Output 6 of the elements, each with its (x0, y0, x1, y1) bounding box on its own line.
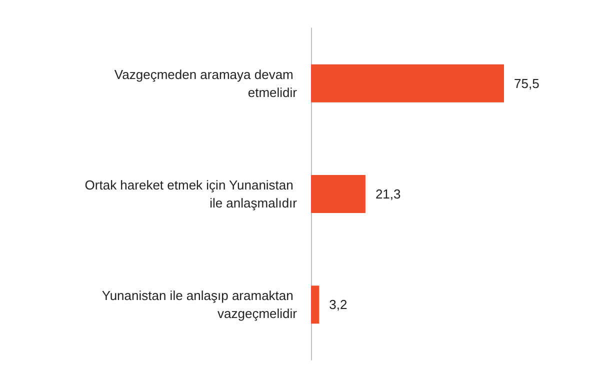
data-label: 3,2 (329, 297, 348, 312)
data-label: 21,3 (375, 186, 401, 202)
y-tick-label: Yunanistan ile anlaşıp aramaktan vazgeçmelidir (102, 288, 298, 322)
data-label: 75,5 (514, 76, 540, 91)
y-tick-label: Ortak hareket etmek için Yunanistan ile anlaşmalıdır (84, 178, 298, 210)
y-tick-label: Vazgeçmeden aramaya devam etmelidir (114, 66, 298, 100)
